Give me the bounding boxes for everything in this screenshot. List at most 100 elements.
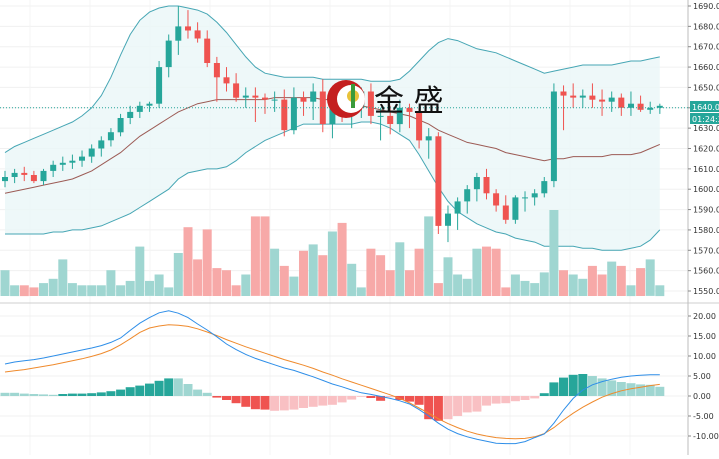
price-tick-label: 1560.00 xyxy=(693,267,719,276)
volume-bar xyxy=(308,244,318,296)
candle-body xyxy=(127,111,134,118)
macd-histogram-bar xyxy=(636,384,646,396)
volume-bar xyxy=(193,259,203,296)
macd-histogram-bar xyxy=(96,392,106,396)
macd-histogram-bar xyxy=(337,396,347,403)
volume-bar xyxy=(414,248,424,296)
candle-body xyxy=(69,160,76,163)
volume-bar xyxy=(212,268,222,296)
candle-body xyxy=(11,172,18,177)
candle-body xyxy=(233,83,240,98)
macd-histogram-bar xyxy=(48,394,58,396)
macd-histogram-bar xyxy=(222,396,231,400)
volume-bar xyxy=(67,283,77,296)
price-tick-label: 1660.00 xyxy=(693,63,719,72)
candle-body xyxy=(550,91,557,182)
volume-bar xyxy=(154,274,164,296)
candle-body xyxy=(136,105,143,112)
macd-histogram-bar xyxy=(482,396,491,406)
candle-body xyxy=(628,103,634,108)
volume-bar xyxy=(607,261,617,296)
candle-body xyxy=(473,177,480,190)
volume-bar xyxy=(289,276,299,296)
candle-body xyxy=(290,97,297,131)
macd-histogram-bar xyxy=(67,393,77,396)
macd-histogram-bar xyxy=(77,393,87,396)
candle-body xyxy=(656,105,663,108)
candle-body xyxy=(271,99,278,101)
candle-body xyxy=(329,107,336,125)
candle-body xyxy=(107,132,114,141)
volume-bar xyxy=(462,278,472,296)
volume-bar xyxy=(491,248,501,296)
macd-line xyxy=(4,310,660,445)
macd-tick-label: -10.00 xyxy=(693,432,719,441)
volume-bar xyxy=(510,274,520,296)
macd-histogram-bar xyxy=(462,396,472,413)
logo-text: 金 盛 xyxy=(374,84,444,119)
candle-body xyxy=(454,201,461,214)
price-tick-label: 1690.00 xyxy=(693,2,719,11)
macd-histogram-bar xyxy=(318,396,328,406)
macd-histogram-bar xyxy=(193,389,203,396)
macd-histogram-bar xyxy=(587,376,597,396)
volume-bar xyxy=(29,287,39,296)
volume-bar xyxy=(279,265,289,296)
macd-histogram-bar xyxy=(453,396,463,416)
price-tag-box xyxy=(690,101,719,112)
volume-bar xyxy=(270,248,280,296)
macd-tick-label: 20.00 xyxy=(693,312,716,321)
macd-histogram-bar xyxy=(501,396,511,404)
candle-body xyxy=(435,136,442,226)
candle-body xyxy=(185,26,191,31)
candle-body xyxy=(425,136,432,141)
macd-histogram-bar xyxy=(125,387,135,396)
macd-histogram-bar xyxy=(145,383,154,396)
volume-bar xyxy=(501,287,511,296)
macd-histogram-bar xyxy=(597,378,607,396)
candle-body xyxy=(445,213,451,226)
macd-histogram-bar xyxy=(559,377,568,396)
volume-bar xyxy=(356,287,366,296)
candle-body xyxy=(493,193,500,206)
candle-body xyxy=(560,91,567,96)
macd-histogram-bar xyxy=(616,382,626,396)
candle-body xyxy=(377,115,384,117)
logo-green-bar xyxy=(351,84,355,108)
macd-histogram-bar xyxy=(183,384,193,396)
macd-histogram-bar xyxy=(270,396,280,411)
candle-body xyxy=(406,107,413,112)
macd-histogram-bar xyxy=(135,385,145,396)
candle-body xyxy=(618,97,625,108)
macd-histogram-bar xyxy=(655,386,665,396)
macd-histogram-bar xyxy=(241,396,251,407)
price-tick-label: 1680.00 xyxy=(693,22,719,31)
volume-bar xyxy=(597,274,607,296)
candle-body xyxy=(242,95,249,98)
candle-body xyxy=(146,103,153,106)
candle-body xyxy=(88,148,95,157)
volume-bar xyxy=(568,274,578,296)
volume-bar xyxy=(655,285,665,297)
candle-body xyxy=(310,91,317,102)
candle-body xyxy=(2,177,8,182)
macd-histogram-bar xyxy=(491,396,501,404)
macd-histogram-bar xyxy=(424,396,434,420)
candle-body xyxy=(252,95,259,98)
macd-histogram-bar xyxy=(87,393,97,396)
candle-body xyxy=(502,205,509,220)
candle-body xyxy=(213,63,220,78)
candle-body xyxy=(21,172,28,175)
volume-bar xyxy=(202,229,212,296)
volume-bar xyxy=(0,270,10,296)
macd-histogram-bar xyxy=(539,393,549,396)
volume-bar xyxy=(405,270,414,296)
volume-bar xyxy=(376,255,386,297)
macd-histogram-bar xyxy=(299,396,308,408)
volume-bar xyxy=(19,285,29,297)
candle-body xyxy=(608,97,615,102)
volume-bar xyxy=(299,250,308,296)
macd-histogram-bar xyxy=(154,380,164,396)
volume-bar xyxy=(626,285,636,297)
